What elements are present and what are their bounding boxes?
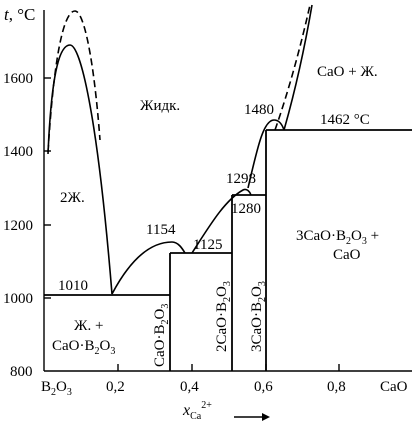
x-tick-label: 0,4 xyxy=(180,379,199,395)
x-tick-label: 0,8 xyxy=(327,379,346,395)
region-c3b-cao-formula: 3CaO·B2O3 + xyxy=(296,228,379,247)
compound-c2b-label: 2CaO·B2O3 xyxy=(214,281,233,352)
point-label-1462: 1462 °C xyxy=(320,112,370,128)
liquidus-cao xyxy=(283,4,313,131)
x-tick-label: 0,2 xyxy=(106,379,125,395)
liquidus-c3b xyxy=(247,119,285,189)
x-axis-title: xCa2+ xyxy=(182,400,212,422)
point-label-1280: 1280 xyxy=(231,201,261,217)
liquidus-c2b xyxy=(191,188,252,254)
immiscibility-curve xyxy=(47,44,113,295)
region-liquid-cb-label: Ж. + xyxy=(74,318,103,334)
region-cao-liquid-label: CaO + Ж. xyxy=(317,64,378,80)
y-tick-label: 800 xyxy=(10,364,33,380)
x-tick-label: 0,6 xyxy=(254,379,273,395)
region-liquid-label: Жидк. xyxy=(140,98,180,114)
y-tick-label: 1400 xyxy=(3,144,33,160)
x-tick-left-end: B2O3 xyxy=(41,379,72,398)
point-label-1010: 1010 xyxy=(58,278,88,294)
region-liquid-cb-formula: CaO·B2O3 xyxy=(52,338,115,357)
y-tick-label: 1200 xyxy=(3,218,33,234)
compound-cb-label: CaO·B2O3 xyxy=(152,304,171,367)
y-axis-title: t, °C xyxy=(4,5,35,24)
y-tick-label: 1600 xyxy=(3,71,33,87)
metastable-dashed-curve xyxy=(47,10,101,153)
compound-c3b-label: 3CaO·B2O3 xyxy=(249,281,268,352)
point-label-1125: 1125 xyxy=(193,237,222,253)
y-axis-ticks xyxy=(44,77,51,299)
region-two-liquids-label: 2Ж. xyxy=(60,190,85,206)
x-tick-right-end: CaO xyxy=(380,379,408,395)
region-c3b-cao-label: CaO xyxy=(333,247,361,263)
phase-boundaries xyxy=(44,129,412,371)
point-label-1298: 1298 xyxy=(226,171,256,187)
liquidus-cb xyxy=(111,241,186,295)
point-label-1480: 1480 xyxy=(244,102,274,118)
y-tick-label: 1000 xyxy=(3,291,33,307)
x-axis-arrow xyxy=(234,413,270,421)
liquidus-cao-dashed xyxy=(274,4,311,131)
point-label-1154: 1154 xyxy=(146,222,176,238)
